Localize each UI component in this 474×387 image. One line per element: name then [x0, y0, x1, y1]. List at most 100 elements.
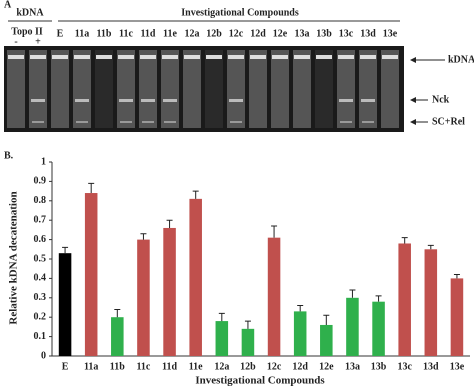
bar: [398, 243, 411, 356]
bar: [372, 301, 385, 356]
y-tick-label: 0.4: [34, 273, 47, 284]
lane-label: 13c: [339, 28, 354, 39]
panel-label: B.: [4, 150, 14, 161]
lane-label: 11b: [96, 28, 111, 39]
gel-band: [382, 55, 398, 59]
gel-band: [76, 121, 88, 123]
error-bar: [271, 225, 278, 238]
x-tick-label: 13b: [371, 361, 387, 372]
bar: [111, 317, 124, 356]
gel-band: [30, 55, 46, 59]
error-bar: [297, 305, 304, 312]
x-tick-label: 11d: [162, 361, 177, 372]
gel-band: [339, 99, 353, 102]
gel-lane: [29, 50, 47, 128]
gel-band: [120, 121, 132, 123]
error-bar: [218, 312, 225, 322]
y-tick-label: 0.5: [34, 253, 47, 264]
bar: [189, 198, 202, 356]
gel-band: [96, 55, 112, 59]
group-label: Investigational Compounds: [181, 7, 299, 18]
gel-lane: [205, 50, 223, 128]
x-tick-label: 12a: [214, 361, 229, 372]
y-tick-label: 0.8: [34, 195, 47, 206]
gel-lane: [227, 50, 245, 128]
error-bar: [88, 182, 95, 194]
gel-band: [74, 55, 90, 59]
bar: [84, 193, 98, 356]
x-tick-label: 13a: [345, 361, 360, 372]
x-tick-label: E: [62, 361, 69, 372]
lane-label: 11c: [119, 28, 133, 39]
gel-band: [31, 99, 45, 102]
lane-label: 13d: [360, 28, 376, 39]
gel-band: [163, 99, 177, 102]
lane-label: 11a: [75, 28, 89, 39]
lane-label: -: [14, 36, 17, 47]
arrow-head: [410, 97, 416, 103]
lane-label: 13b: [316, 28, 332, 39]
bar: [137, 239, 150, 356]
x-tick-label: 11b: [110, 361, 125, 372]
x-tick-label: 11c: [136, 361, 150, 372]
lane-label: 12a: [185, 28, 200, 39]
panel-label: A: [4, 0, 12, 10]
error-bar: [166, 219, 173, 228]
gel-band: [294, 55, 310, 59]
y-tick-label: 1: [41, 156, 46, 167]
error-bar: [323, 314, 330, 325]
bar: [293, 311, 307, 356]
y-tick-label: 0.3: [34, 292, 47, 303]
error-bar: [192, 190, 199, 199]
gel-lane: [161, 50, 179, 128]
gel-band: [8, 55, 24, 59]
gel-band: [250, 55, 266, 59]
bar: [320, 324, 333, 356]
gel-lane: [249, 50, 267, 128]
gel-band: [164, 121, 176, 123]
bar: [58, 253, 72, 356]
gel-band: [361, 99, 375, 102]
bar: [346, 297, 359, 356]
gel-lane: [95, 50, 113, 128]
gel-lane: [51, 50, 69, 128]
y-tick-label: 0.7: [34, 214, 47, 225]
y-axis-title: Relative kDNA decatenation: [8, 191, 20, 324]
bar: [267, 237, 281, 356]
x-tick-label: 12b: [240, 361, 256, 372]
band-label: Nck: [432, 94, 450, 105]
gel-lane: [183, 50, 201, 128]
error-bar: [427, 244, 434, 250]
lane-label: 11e: [163, 28, 177, 39]
gel-lane: [359, 50, 377, 128]
gel-lane: [337, 50, 355, 128]
arrow-head: [410, 57, 416, 63]
error-bar: [62, 246, 69, 254]
gel-band: [316, 55, 332, 59]
lane-label: 12c: [229, 28, 244, 39]
bar: [163, 227, 176, 356]
gel-band: [140, 55, 156, 59]
gel-band: [162, 55, 178, 59]
error-bar: [401, 237, 408, 244]
gel-lane: [73, 50, 91, 128]
band-label: SC+Rel: [432, 116, 465, 127]
bar: [450, 278, 464, 356]
gel-band: [360, 55, 376, 59]
x-tick-label: 11e: [189, 361, 203, 372]
arrow-head: [410, 119, 416, 125]
bar: [241, 328, 255, 356]
gel-band: [184, 55, 200, 59]
lane-label: +: [35, 36, 41, 47]
lane-label: 12b: [206, 28, 222, 39]
gel-lane: [381, 50, 399, 128]
x-axis-title: Investigational Compounds: [195, 375, 325, 387]
error-bar: [375, 295, 382, 302]
gel-band: [362, 121, 374, 123]
x-tick-label: 12e: [319, 361, 334, 372]
lane-group-label: Topo II: [11, 26, 43, 37]
gel-lane: [139, 50, 157, 128]
gel-band: [32, 121, 44, 123]
error-bar: [244, 320, 251, 329]
